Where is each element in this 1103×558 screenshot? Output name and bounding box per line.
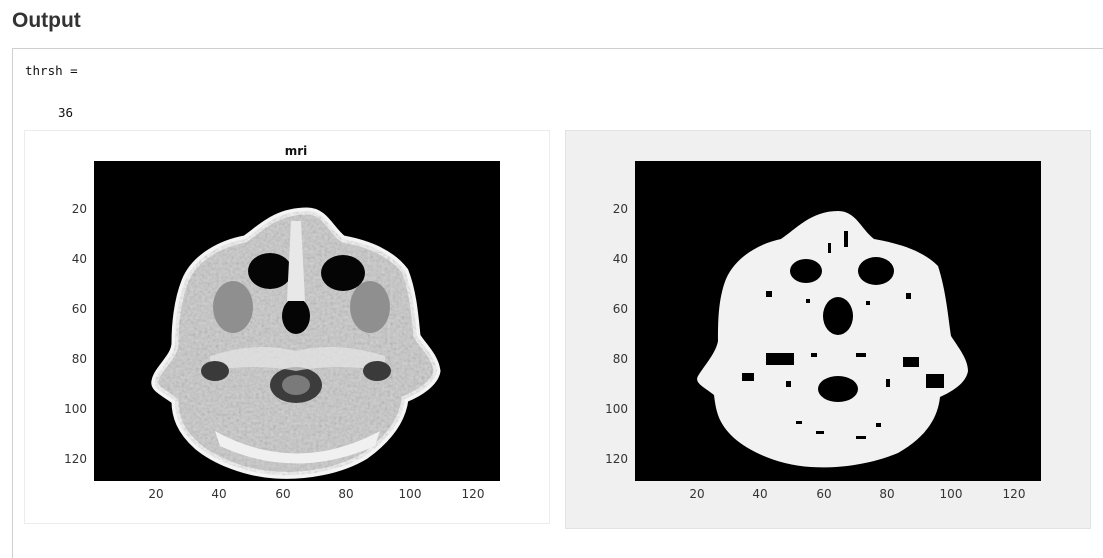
y-tick: 80 bbox=[613, 352, 628, 366]
x-tick: 120 bbox=[462, 487, 485, 501]
x-tick: 120 bbox=[1003, 487, 1026, 501]
output-panel: thrsh = 36 mri bbox=[12, 48, 1103, 558]
y-tick: 20 bbox=[72, 202, 87, 216]
x-tick: 80 bbox=[338, 487, 353, 501]
figure-mri[interactable]: mri bbox=[24, 130, 550, 524]
x-tick: 60 bbox=[275, 487, 290, 501]
x-tick: 60 bbox=[816, 487, 831, 501]
x-tick: 20 bbox=[148, 487, 163, 501]
y-tick: 120 bbox=[605, 452, 628, 466]
y-tick: 40 bbox=[613, 252, 628, 266]
output-heading: Output bbox=[12, 9, 81, 32]
x-tick: 40 bbox=[211, 487, 226, 501]
x-tick: 100 bbox=[399, 487, 422, 501]
x-tick: 40 bbox=[752, 487, 767, 501]
y-tick: 20 bbox=[613, 202, 628, 216]
y-tick: 60 bbox=[72, 302, 87, 316]
x-tick: 100 bbox=[940, 487, 963, 501]
x-tick: 80 bbox=[879, 487, 894, 501]
figure-mask-canvas: 20 40 60 80 100 120 20 40 60 80 100 120 bbox=[605, 161, 1041, 501]
figure-mri-canvas: mri bbox=[64, 144, 500, 501]
y-tick: 100 bbox=[605, 402, 628, 416]
y-tick: 120 bbox=[64, 452, 87, 466]
y-tick: 80 bbox=[72, 352, 87, 366]
figure-mri-yticks: 20 40 60 80 100 120 bbox=[64, 202, 87, 466]
mri-image bbox=[151, 207, 441, 479]
y-tick: 100 bbox=[64, 402, 87, 416]
y-tick: 40 bbox=[72, 252, 87, 266]
variable-value: 36 bbox=[58, 105, 74, 120]
figure-mask-xticks: 20 40 60 80 100 120 bbox=[689, 487, 1025, 501]
y-tick: 60 bbox=[613, 302, 628, 316]
figure-mask[interactable]: 20 40 60 80 100 120 20 40 60 80 100 120 bbox=[565, 130, 1091, 529]
variable-name-line: thrsh = bbox=[25, 63, 78, 78]
x-tick: 20 bbox=[689, 487, 704, 501]
mask-image bbox=[697, 211, 968, 468]
figure-mask-yticks: 20 40 60 80 100 120 bbox=[605, 202, 628, 466]
figure-mri-xticks: 20 40 60 80 100 120 bbox=[148, 487, 484, 501]
figure-mri-title: mri bbox=[285, 144, 308, 158]
